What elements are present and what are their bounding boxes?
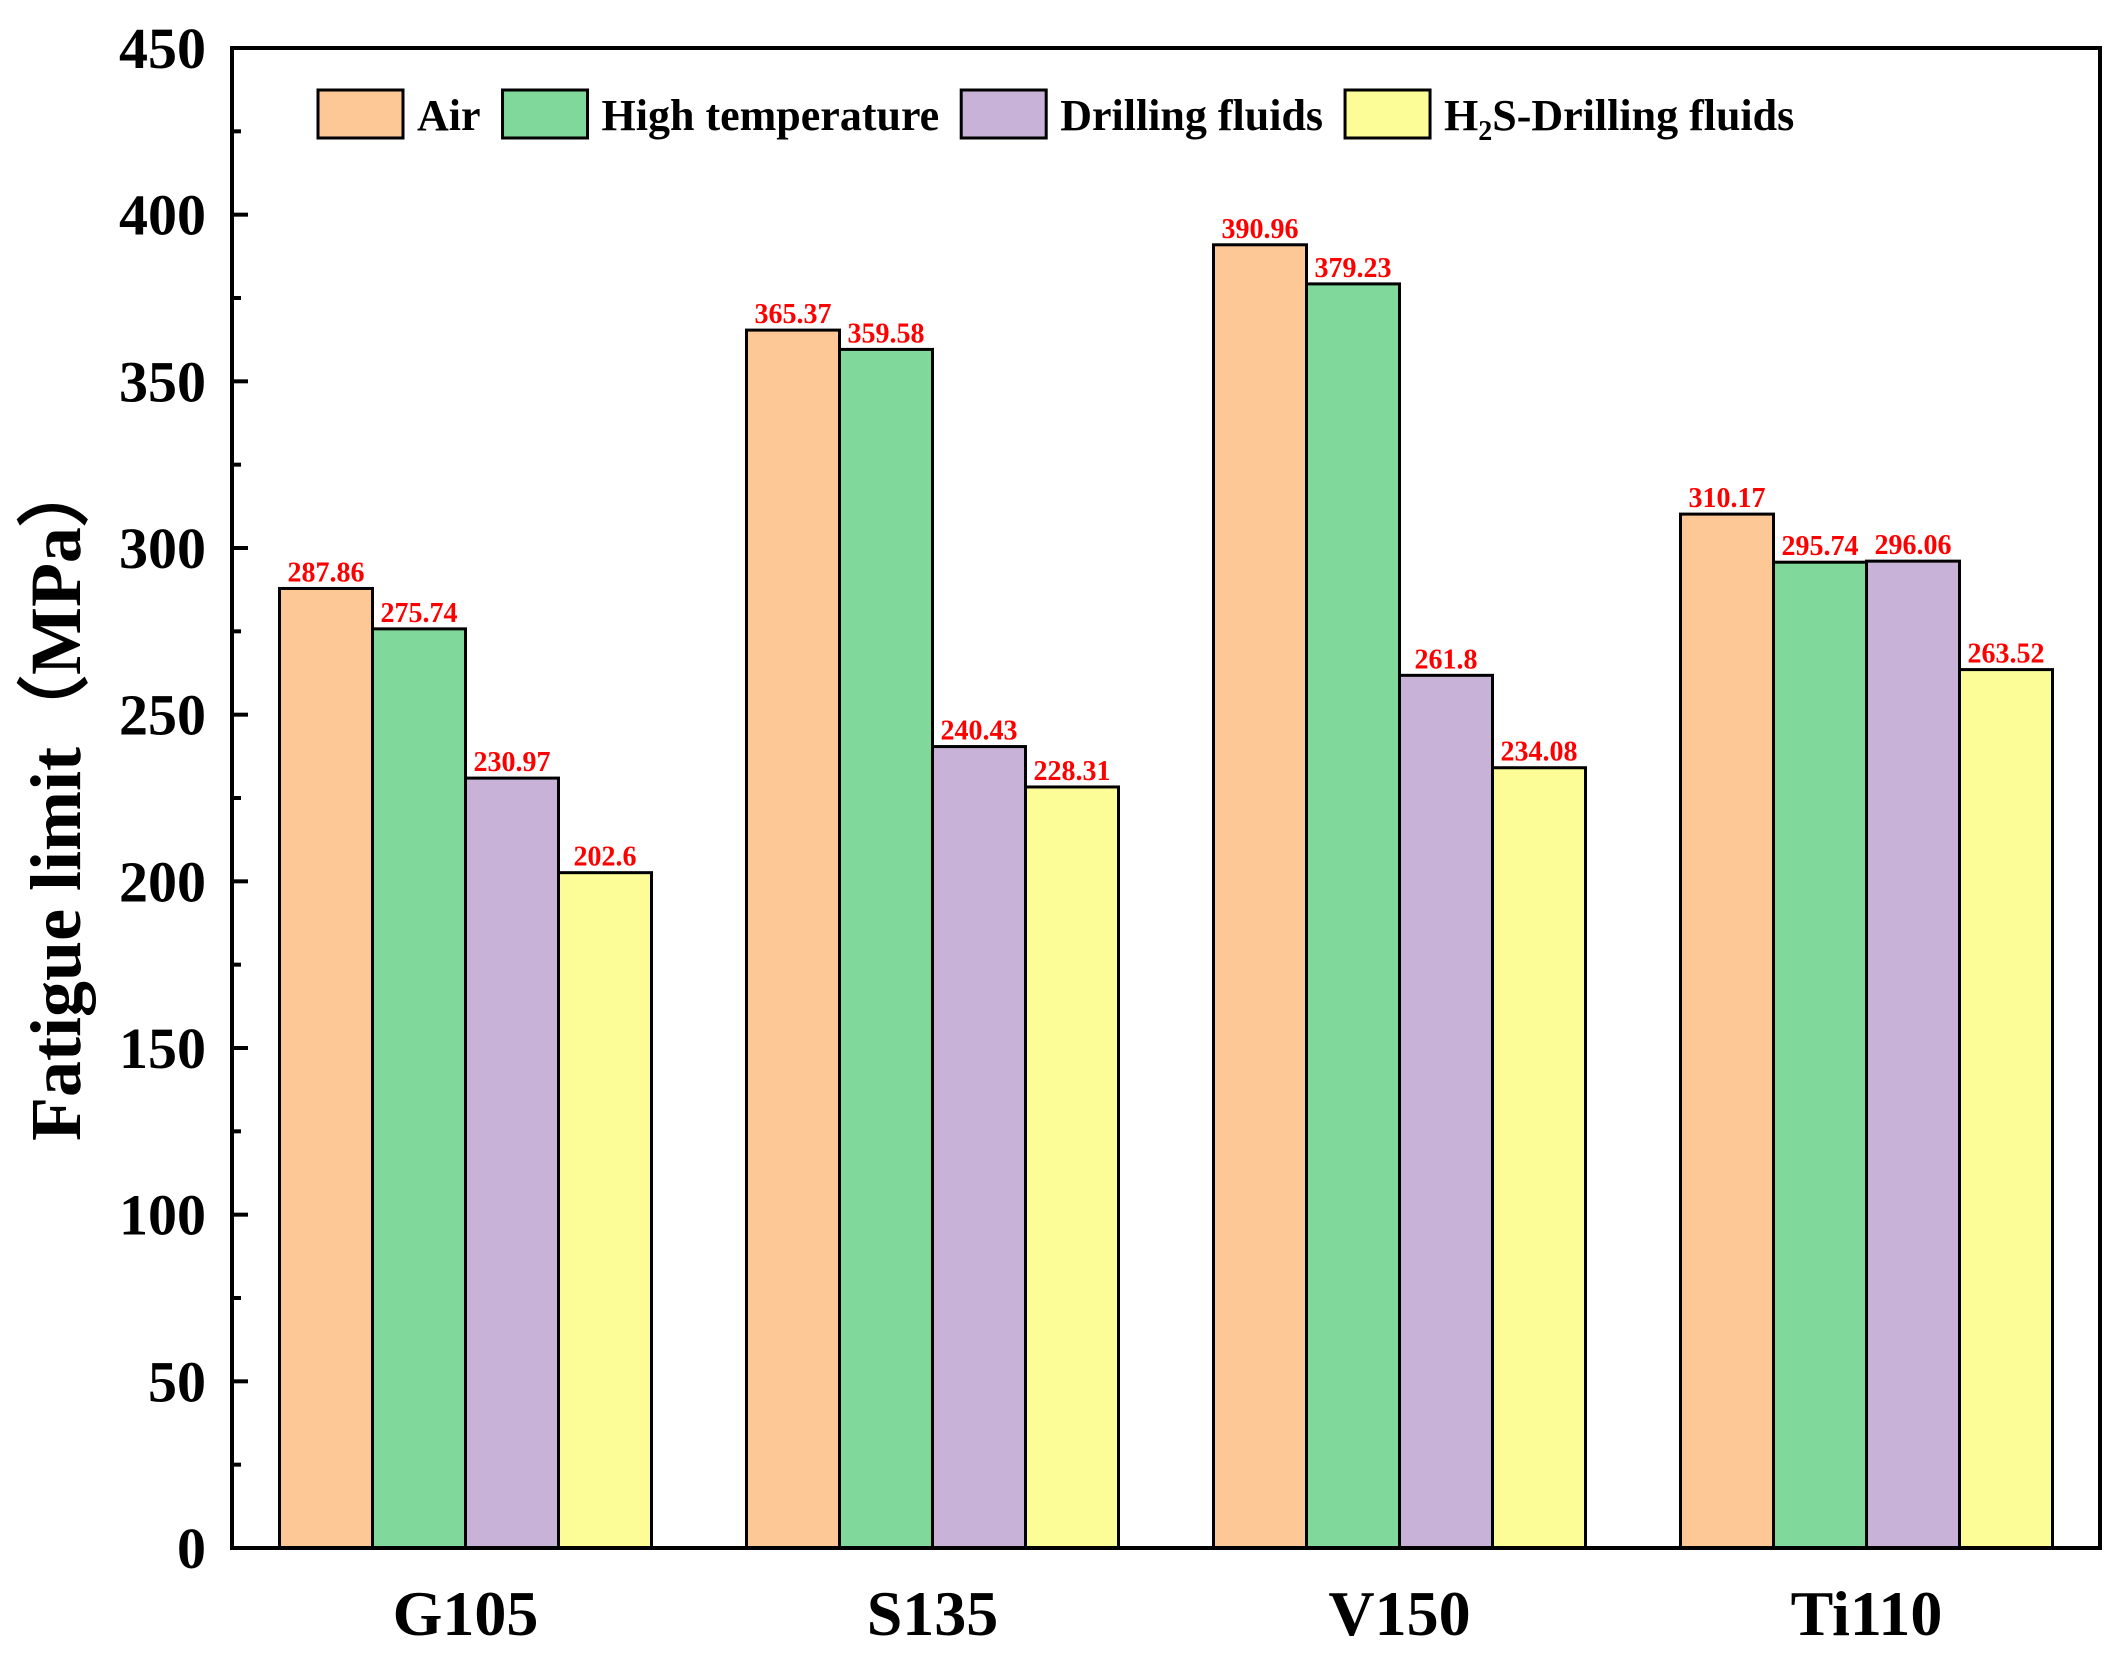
legend-label: High temperature: [602, 91, 940, 140]
data-labels-group: 287.86 275.74 230.97 202.6 365.37 359.58 240.4…: [288, 214, 2045, 873]
y-tick-label: 150: [119, 1016, 206, 1081]
data-label: 275.74: [381, 598, 458, 629]
legend-label: Air: [417, 91, 481, 140]
data-label: 230.97: [474, 747, 551, 778]
bar-ti110-series-4: [1958, 668, 2054, 1550]
legend-label: H2S-Drilling fluids: [1444, 91, 1794, 147]
y-tick-label: 350: [119, 349, 206, 414]
bar-ti110-series-3: [1865, 559, 1961, 1550]
bar-v150-series-4: [1491, 766, 1587, 1550]
data-label: 240.43: [941, 716, 1018, 747]
x-category-label: Ti110: [1791, 1578, 1943, 1649]
bar-v150-series-2: [1305, 282, 1401, 1550]
legend-swatch: [959, 88, 1048, 140]
y-tick-label: 300: [119, 516, 206, 581]
bar-g105-series-1: [278, 586, 374, 1550]
bar-ti110-series-1: [1679, 512, 1775, 1550]
bar-s135-series-1: [745, 328, 841, 1550]
bar-s135-series-3: [931, 745, 1027, 1550]
bar-s135-series-4: [1024, 785, 1120, 1550]
data-label: 310.17: [1689, 483, 1766, 514]
data-label: 228.31: [1034, 756, 1111, 787]
y-tick-label: 0: [177, 1516, 206, 1581]
legend-swatch: [316, 88, 405, 140]
data-label: 379.23: [1315, 253, 1392, 284]
data-label: 202.6: [574, 842, 637, 873]
bar-g105-series-4: [557, 871, 653, 1550]
data-label: 287.86: [288, 557, 365, 588]
y-axis-title: Fatigue limit（MPa）: [16, 455, 96, 1141]
x-category-label: S135: [867, 1578, 999, 1649]
data-label: 359.58: [848, 318, 925, 349]
x-category-label: V150: [1328, 1578, 1470, 1649]
bar-g105-series-2: [371, 627, 467, 1550]
data-label: 261.8: [1415, 644, 1478, 675]
bar-v150-series-1: [1212, 243, 1308, 1550]
bar-s135-series-2: [838, 347, 934, 1550]
legend-swatch: [501, 88, 590, 140]
bars-group: [278, 243, 2054, 1550]
legend-swatch: [1343, 88, 1432, 140]
x-category-label: G105: [393, 1578, 539, 1649]
y-tick-label: 400: [119, 183, 206, 248]
bar-g105-series-3: [464, 776, 560, 1550]
y-axis-tick-labels: 0 50 100 150 200 250 300 350 400 450: [119, 16, 206, 1581]
bar-v150-series-3: [1398, 673, 1494, 1550]
bar-ti110-series-2: [1772, 560, 1868, 1550]
y-tick-label: 450: [119, 16, 206, 81]
legend: Air High temperature Drilling fluids H2S-Dr…: [316, 88, 1794, 147]
legend-label: Drilling fluids: [1060, 91, 1323, 140]
y-axis-ticks: [232, 46, 248, 1550]
y-tick-label: 50: [148, 1349, 206, 1414]
data-label: 296.06: [1875, 530, 1952, 561]
x-axis-category-labels: G105 S135 V150 Ti110: [393, 1578, 1943, 1649]
y-tick-label: 250: [119, 683, 206, 748]
y-tick-label: 100: [119, 1183, 206, 1248]
y-tick-label: 200: [119, 849, 206, 914]
data-label: 365.37: [755, 299, 832, 330]
data-label: 390.96: [1222, 214, 1299, 245]
data-label: 263.52: [1968, 639, 2045, 670]
data-label: 295.74: [1782, 531, 1859, 562]
data-label: 234.08: [1501, 737, 1578, 768]
